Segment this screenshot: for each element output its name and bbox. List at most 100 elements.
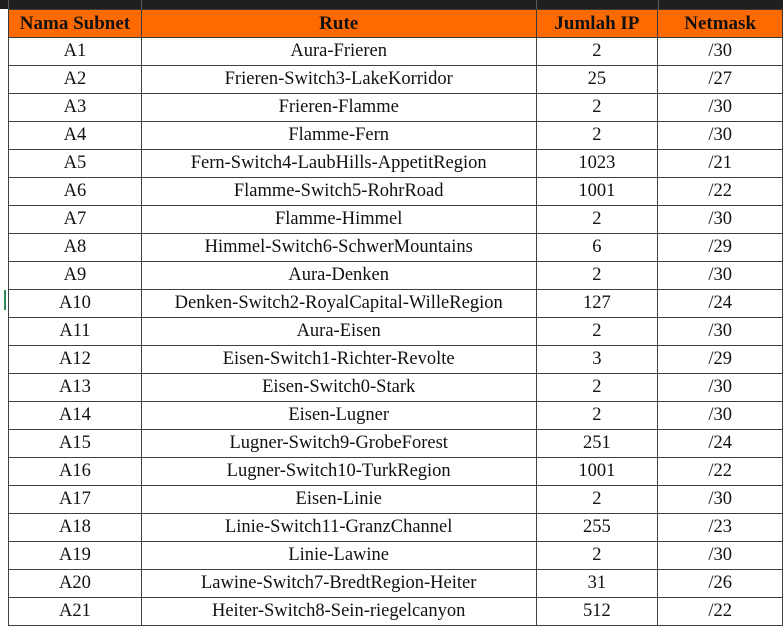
cell-rute[interactable]: Flamme-Himmel xyxy=(140,205,537,234)
cell-rute[interactable]: Eisen-Switch1-Richter-Revolte xyxy=(140,345,537,374)
cell-netmask[interactable]: /30 xyxy=(657,373,783,402)
table-row: A4 Flamme-Fern 2/30 xyxy=(8,121,783,150)
cell-netmask[interactable]: /30 xyxy=(657,261,783,290)
cell-rute[interactable]: Eisen-Switch0-Stark xyxy=(140,373,537,402)
cell-netmask[interactable]: /24 xyxy=(657,429,783,458)
cell-netmask[interactable]: /30 xyxy=(657,401,783,430)
cell-netmask[interactable]: /22 xyxy=(657,457,783,486)
table-row: A6 Flamme-Switch5-RohrRoad 1001/22 xyxy=(8,177,783,206)
cell-jumlah-ip[interactable]: 25 xyxy=(535,65,659,94)
cell-rute[interactable]: Aura-Eisen xyxy=(140,317,537,346)
cell-jumlah-ip[interactable]: 1001 xyxy=(535,457,659,486)
cell-rute[interactable]: Denken-Switch2-RoyalCapital-WilleRegion xyxy=(140,289,537,318)
cell-jumlah-ip[interactable]: 255 xyxy=(535,513,659,542)
cell-nama-subnet[interactable]: A6 xyxy=(8,177,142,206)
cell-netmask[interactable]: /29 xyxy=(657,345,783,374)
cell-rute[interactable]: Linie-Switch11-GranzChannel xyxy=(140,513,537,542)
cell-rute[interactable]: Flamme-Fern xyxy=(140,121,537,150)
cell-jumlah-ip[interactable]: 2 xyxy=(535,485,659,514)
cell-nama-subnet[interactable]: A15 xyxy=(8,429,142,458)
cell-nama-subnet[interactable]: A5 xyxy=(8,149,142,178)
cell-nama-subnet[interactable]: A20 xyxy=(8,569,142,598)
table-row: A15 Lugner-Switch9-GrobeForest 251/24 xyxy=(8,429,783,458)
table-row: A12 Eisen-Switch1-Richter-Revolte 3/29 xyxy=(8,345,783,374)
cell-jumlah-ip[interactable]: 2 xyxy=(535,373,659,402)
cell-rute[interactable]: Lawine-Switch7-BredtRegion-Heiter xyxy=(140,569,537,598)
cell-netmask[interactable]: /27 xyxy=(657,65,783,94)
header-cell-rute[interactable]: Rute xyxy=(140,9,537,38)
cell-jumlah-ip[interactable]: 3 xyxy=(535,345,659,374)
cell-netmask[interactable]: /24 xyxy=(657,289,783,318)
cell-netmask[interactable]: /30 xyxy=(657,93,783,122)
cell-rute[interactable]: Flamme-Switch5-RohrRoad xyxy=(140,177,537,206)
cell-netmask[interactable]: /30 xyxy=(657,541,783,570)
cell-jumlah-ip[interactable]: 512 xyxy=(535,597,659,626)
header-row: Nama Subnet Rute Jumlah IP Netmask xyxy=(8,9,783,38)
cell-rute[interactable]: Lugner-Switch10-TurkRegion xyxy=(140,457,537,486)
cell-jumlah-ip[interactable]: 1023 xyxy=(535,149,659,178)
cell-netmask[interactable]: /30 xyxy=(657,37,783,66)
cell-netmask[interactable]: /22 xyxy=(657,177,783,206)
cell-rute[interactable]: Aura-Frieren xyxy=(140,37,537,66)
cell-netmask[interactable]: /29 xyxy=(657,233,783,262)
cell-rute[interactable]: Lugner-Switch9-GrobeForest xyxy=(140,429,537,458)
table-row: A16 Lugner-Switch10-TurkRegion 1001/22 xyxy=(8,457,783,486)
cell-nama-subnet[interactable]: A16 xyxy=(8,457,142,486)
header-cell-nama-subnet[interactable]: Nama Subnet xyxy=(8,9,142,38)
table-row: A3 Frieren-Flamme 2/30 xyxy=(8,93,783,122)
cell-nama-subnet[interactable]: A8 xyxy=(8,233,142,262)
header-cell-jumlah-ip[interactable]: Jumlah IP xyxy=(535,9,659,38)
cell-rute[interactable]: Eisen-Linie xyxy=(140,485,537,514)
cell-netmask[interactable]: /30 xyxy=(657,485,783,514)
cell-rute[interactable]: Frieren-Flamme xyxy=(140,93,537,122)
cell-nama-subnet[interactable]: A21 xyxy=(8,597,142,626)
cell-netmask[interactable]: /30 xyxy=(657,317,783,346)
cell-jumlah-ip[interactable]: 2 xyxy=(535,317,659,346)
cell-nama-subnet[interactable]: A2 xyxy=(8,65,142,94)
cell-jumlah-ip[interactable]: 6 xyxy=(535,233,659,262)
cell-nama-subnet[interactable]: A3 xyxy=(8,93,142,122)
cell-nama-subnet[interactable]: A10 xyxy=(8,289,142,318)
cell-rute[interactable]: Fern-Switch4-LaubHills-AppetitRegion xyxy=(140,149,537,178)
cell-jumlah-ip[interactable]: 2 xyxy=(535,93,659,122)
cell-nama-subnet[interactable]: A17 xyxy=(8,485,142,514)
cell-jumlah-ip[interactable]: 2 xyxy=(535,121,659,150)
cell-nama-subnet[interactable]: A14 xyxy=(8,401,142,430)
cell-jumlah-ip[interactable]: 251 xyxy=(535,429,659,458)
cell-nama-subnet[interactable]: A4 xyxy=(8,121,142,150)
cell-nama-subnet[interactable]: A18 xyxy=(8,513,142,542)
cell-nama-subnet[interactable]: A12 xyxy=(8,345,142,374)
cell-netmask[interactable]: /22 xyxy=(657,597,783,626)
cell-rute[interactable]: Frieren-Switch3-LakeKorridor xyxy=(140,65,537,94)
cell-jumlah-ip[interactable]: 2 xyxy=(535,205,659,234)
cell-netmask[interactable]: /23 xyxy=(657,513,783,542)
cell-rute[interactable]: Heiter-Switch8-Sein-riegelcanyon xyxy=(140,597,537,626)
cell-nama-subnet[interactable]: A13 xyxy=(8,373,142,402)
header-cell-netmask[interactable]: Netmask xyxy=(657,9,783,38)
cell-rute[interactable]: Linie-Lawine xyxy=(140,541,537,570)
cell-rute[interactable]: Himmel-Switch6-SchwerMountains xyxy=(140,233,537,262)
cell-jumlah-ip[interactable]: 2 xyxy=(535,261,659,290)
cell-nama-subnet[interactable]: A9 xyxy=(8,261,142,290)
cell-netmask[interactable]: /21 xyxy=(657,149,783,178)
table-row: A13 Eisen-Switch0-Stark 2/30 xyxy=(8,373,783,402)
cell-jumlah-ip[interactable]: 2 xyxy=(535,401,659,430)
cell-rute[interactable]: Eisen-Lugner xyxy=(140,401,537,430)
table-row: A9 Aura-Denken 2/30 xyxy=(8,261,783,290)
table-row: A19 Linie-Lawine 2/30 xyxy=(8,541,783,570)
cell-netmask[interactable]: /26 xyxy=(657,569,783,598)
column-separator xyxy=(658,0,659,9)
cell-rute[interactable]: Aura-Denken xyxy=(140,261,537,290)
cell-netmask[interactable]: /30 xyxy=(657,121,783,150)
cell-jumlah-ip[interactable]: 127 xyxy=(535,289,659,318)
cell-jumlah-ip[interactable]: 2 xyxy=(535,37,659,66)
cell-jumlah-ip[interactable]: 2 xyxy=(535,541,659,570)
column-separator xyxy=(141,0,142,9)
cell-nama-subnet[interactable]: A11 xyxy=(8,317,142,346)
cell-netmask[interactable]: /30 xyxy=(657,205,783,234)
cell-nama-subnet[interactable]: A7 xyxy=(8,205,142,234)
cell-nama-subnet[interactable]: A1 xyxy=(8,37,142,66)
cell-jumlah-ip[interactable]: 31 xyxy=(535,569,659,598)
cell-nama-subnet[interactable]: A19 xyxy=(8,541,142,570)
cell-jumlah-ip[interactable]: 1001 xyxy=(535,177,659,206)
